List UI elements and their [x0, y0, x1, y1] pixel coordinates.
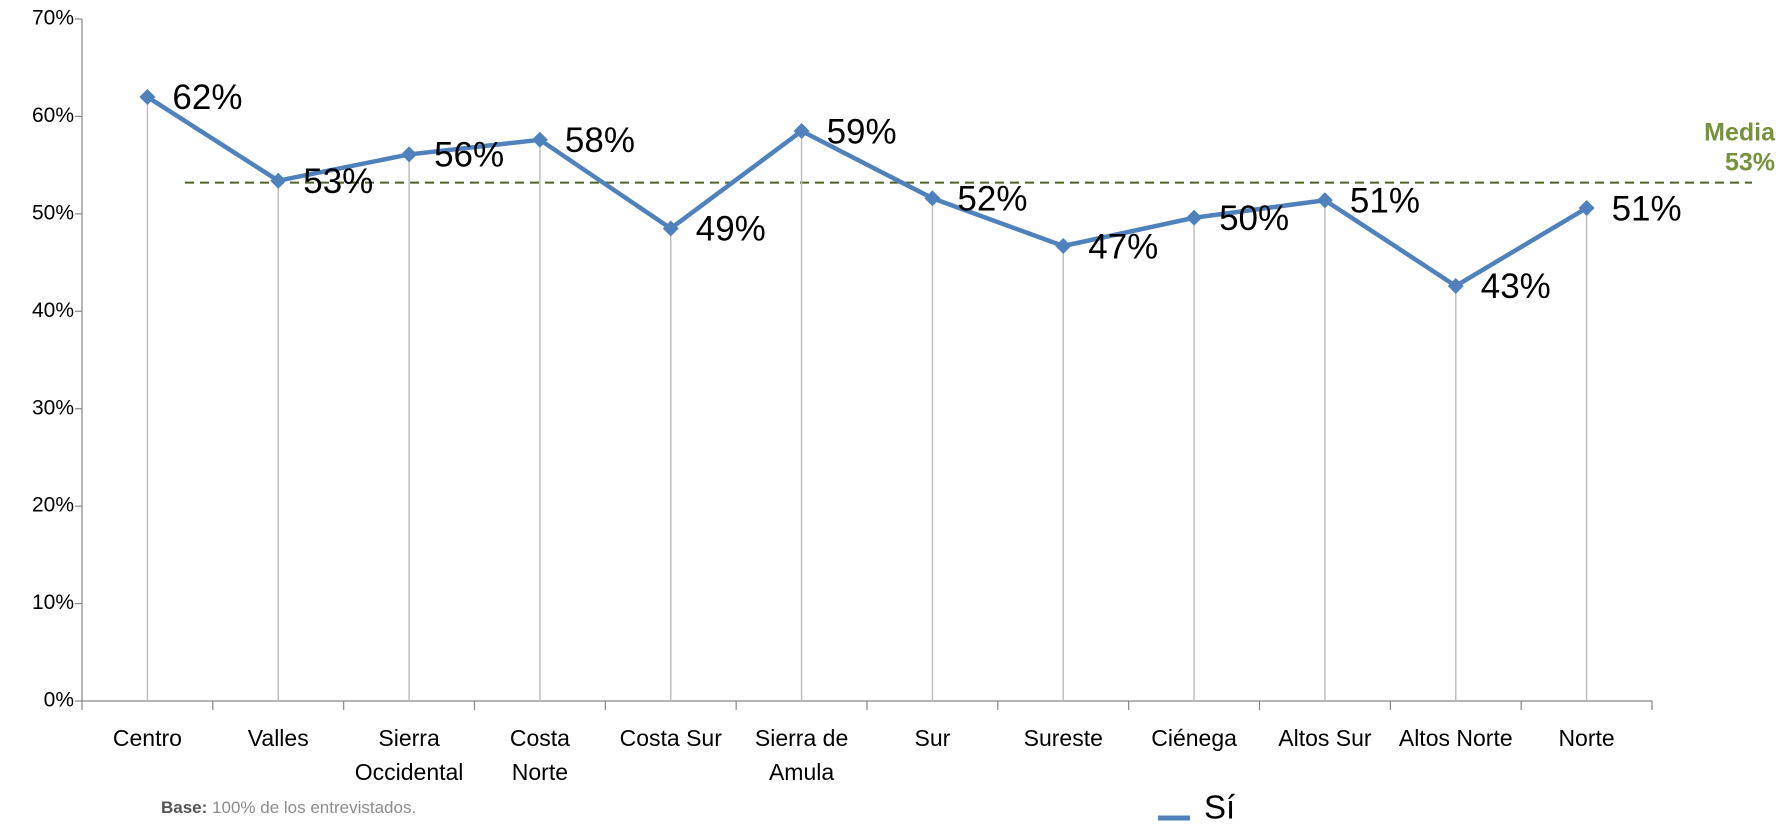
x-tick-label: Altos Sur — [1278, 725, 1372, 751]
data-label: 43% — [1481, 267, 1551, 306]
x-tick-label: Norte — [1558, 725, 1615, 751]
data-label: 50% — [1219, 199, 1289, 238]
y-tick-label: 60% — [32, 104, 74, 127]
y-tick-label: 70% — [32, 7, 74, 30]
data-label: 49% — [696, 210, 766, 249]
marker — [662, 220, 679, 237]
marker — [1578, 200, 1595, 217]
x-tick-label: Valles — [247, 725, 309, 751]
legend-label: Sí — [1204, 789, 1235, 826]
x-tick-label: Sierra Occidental — [354, 725, 464, 785]
x-tick-label: Altos Norte — [1398, 725, 1513, 751]
marker — [1447, 277, 1464, 294]
marker — [531, 131, 548, 148]
y-tick-label: 0% — [44, 689, 74, 712]
footnote-label: Base: — [161, 798, 208, 817]
data-label: 58% — [565, 121, 635, 160]
marker — [1316, 192, 1333, 209]
data-label: 52% — [957, 180, 1027, 219]
y-tick-label: 30% — [32, 396, 74, 419]
marker — [793, 123, 810, 140]
x-tick-label: Costa Norte — [509, 725, 570, 785]
data-label: 53% — [303, 162, 373, 201]
reference-value-label: 53% — [1725, 148, 1775, 176]
series-line — [146, 95, 1588, 289]
x-tick-label: Sureste — [1023, 725, 1103, 751]
marker — [1186, 209, 1203, 226]
marker — [924, 190, 941, 207]
y-tick-label: 50% — [32, 201, 74, 224]
data-label: 51% — [1350, 181, 1420, 220]
footnote: Base: 100% de los entrevistados. — [161, 798, 416, 818]
marker — [270, 172, 287, 189]
y-tick-label: 40% — [32, 299, 74, 322]
data-label: 47% — [1088, 227, 1158, 266]
y-tick-label: 10% — [32, 591, 74, 614]
x-tick-label: Sur — [914, 725, 951, 751]
x-tick-label: Centro — [112, 725, 182, 751]
data-label: 51% — [1612, 189, 1682, 228]
data-label: 62% — [172, 78, 242, 117]
x-tick-label: Costa Sur — [619, 725, 722, 751]
x-tick-label: Sierra de Amula — [754, 725, 849, 785]
marker — [401, 146, 418, 163]
footnote-text: 100% de los entrevistados. — [212, 798, 417, 817]
y-tick-label: 20% — [32, 494, 74, 517]
data-label: 56% — [434, 136, 504, 175]
data-label: 59% — [827, 112, 897, 151]
x-tick-label: Ciénega — [1151, 725, 1237, 751]
marker — [1055, 238, 1072, 255]
marker — [139, 88, 156, 105]
reference-label: Media — [1704, 118, 1776, 146]
